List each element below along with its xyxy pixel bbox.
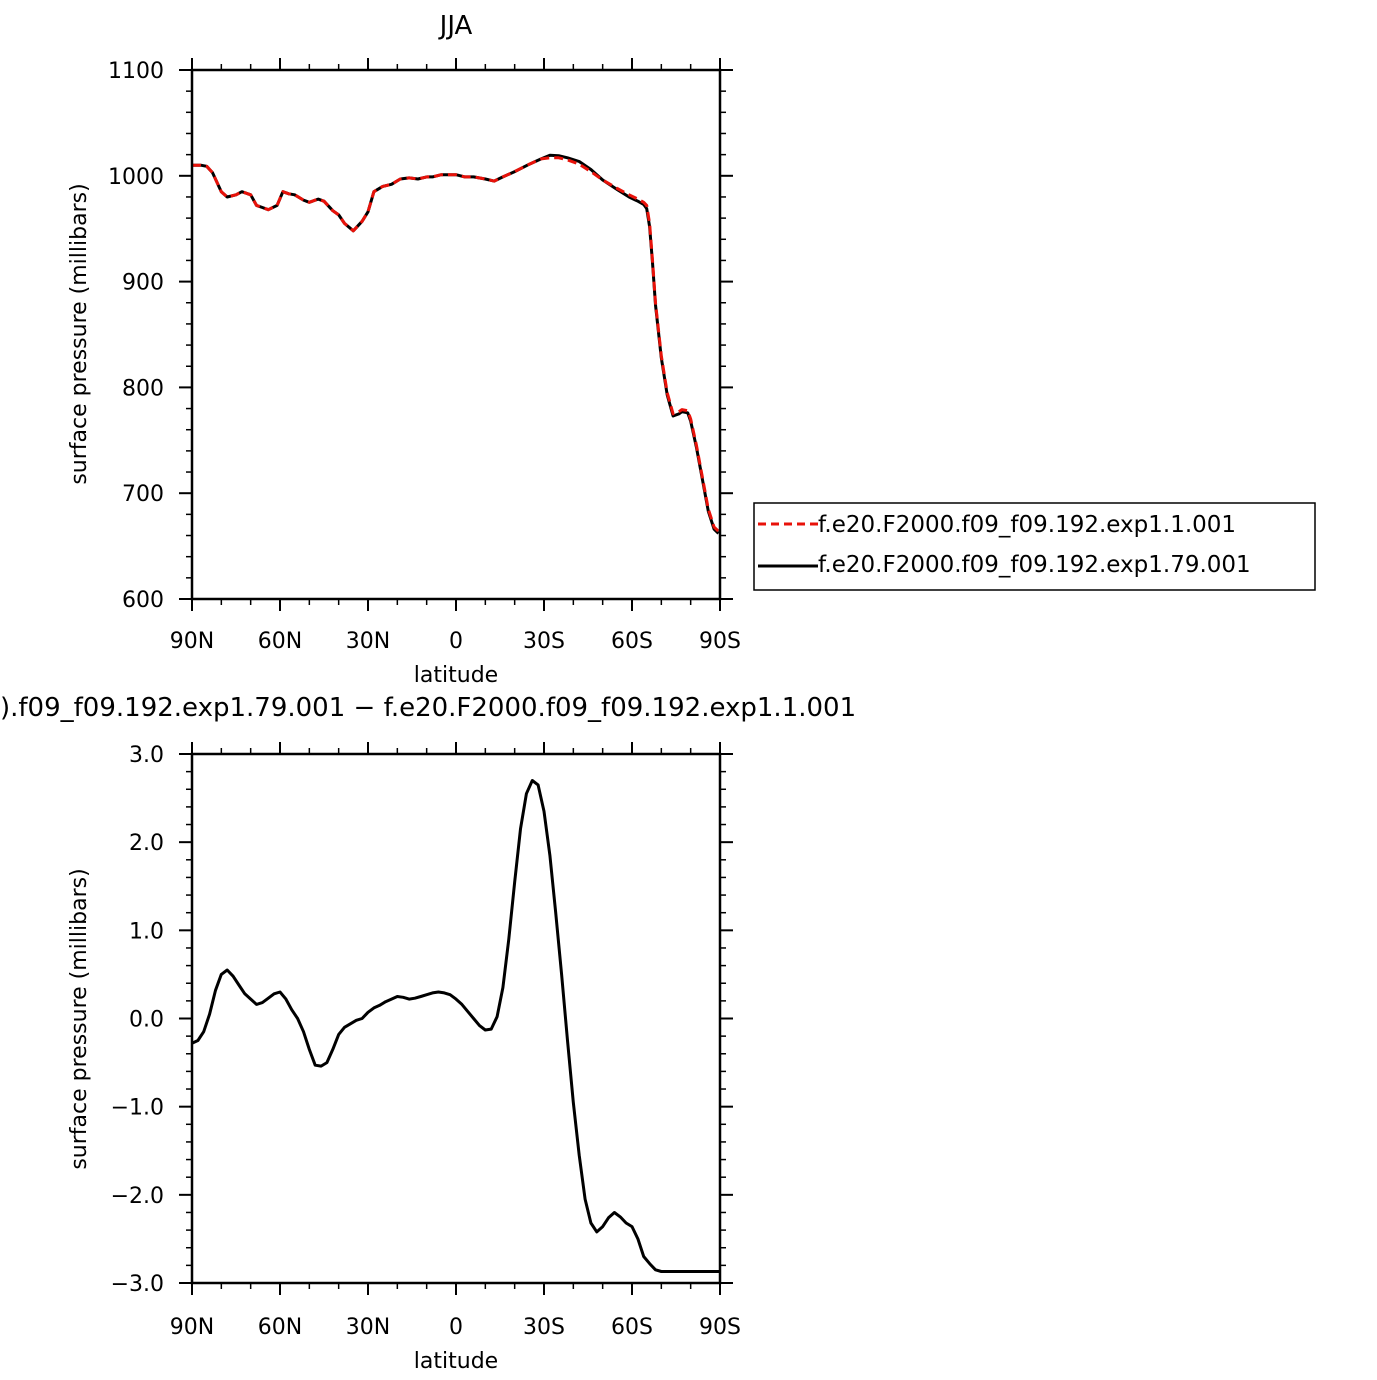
bottom-y-tick-label: 0.0 (129, 1008, 164, 1033)
bottom-y-tick-label: −3.0 (111, 1272, 164, 1297)
top-x-tick-label: 60N (258, 629, 302, 654)
legend-label-series-1: f.e20.F2000.f09_f09.192.exp1.1.001 (818, 512, 1236, 538)
bottom-y-axis-label: surface pressure (millibars) (67, 868, 92, 1169)
bottom-series-line-1 (191, 779, 720, 1273)
bottom-y-tick-label: 1.0 (129, 919, 164, 944)
legend-box (753, 502, 1316, 591)
bottom-x-tick-label: 90S (699, 1315, 741, 1340)
bottom-x-tick-label: 0 (449, 1315, 463, 1340)
bottom-y-tick-label: 2.0 (129, 831, 164, 856)
bottom-x-tick-label: 60N (258, 1315, 302, 1340)
top-series-line-2 (192, 153, 720, 535)
bottom-plot-frame (190, 752, 722, 1285)
bottom-y-tick-label: −1.0 (111, 1096, 164, 1121)
top-x-tick-label: 90S (699, 629, 741, 654)
top-x-tick-label: 60S (611, 629, 653, 654)
top-series-line-1 (192, 156, 720, 533)
top-y-tick-label: 700 (122, 482, 164, 507)
top-y-tick-label: 1000 (108, 165, 164, 190)
bottom-x-tick-label: 90N (170, 1315, 214, 1340)
top-y-tick-label: 1100 (108, 59, 164, 84)
bottom-y-tick-label: −2.0 (111, 1184, 164, 1209)
top-chart-title: JJA (438, 11, 473, 41)
bottom-y-tick-label: 3.0 (129, 743, 164, 768)
top-series-lines (192, 153, 720, 535)
bottom-series-lines (191, 779, 720, 1273)
bottom-x-tick-label: 30S (523, 1315, 565, 1340)
top-y-tick-label: 800 (122, 376, 164, 401)
top-y-tick-label: 900 (122, 271, 164, 296)
bottom-x-tick-label: 30N (346, 1315, 390, 1340)
top-y-axis-label: surface pressure (millibars) (67, 183, 92, 484)
top-panel: JJA surface pressure (millibars) latitud… (67, 11, 741, 688)
top-x-tick-label: 0 (449, 629, 463, 654)
top-x-tick-label: 30S (523, 629, 565, 654)
top-plot-frame (190, 68, 722, 601)
bottom-x-axis-label: latitude (414, 1349, 498, 1374)
top-x-axis-label: latitude (414, 663, 498, 688)
top-axes: 90N 60N 30N 0 30S 60S 90S 600 700 800 900 1000 1100 (108, 58, 741, 654)
bottom-chart-title: ).f09_f09.192.exp1.79.001 − f.e20.F2000.… (0, 693, 856, 723)
top-y-tick-label: 600 (122, 588, 164, 613)
top-x-tick-label: 30N (346, 629, 390, 654)
legend: f.e20.F2000.f09_f09.192.exp1.1.001 f.e20… (753, 502, 1316, 591)
top-x-tick-label: 90N (170, 629, 214, 654)
bottom-panel: ).f09_f09.192.exp1.79.001 − f.e20.F2000.… (0, 693, 856, 1374)
legend-label-series-2: f.e20.F2000.f09_f09.192.exp1.79.001 (818, 552, 1251, 578)
bottom-x-tick-label: 60S (611, 1315, 653, 1340)
bottom-axes: 90N 60N 30N 0 30S 60S 90S 3.0 2.0 1.0 0.0 −1.0 −2.0 −… (111, 742, 741, 1340)
